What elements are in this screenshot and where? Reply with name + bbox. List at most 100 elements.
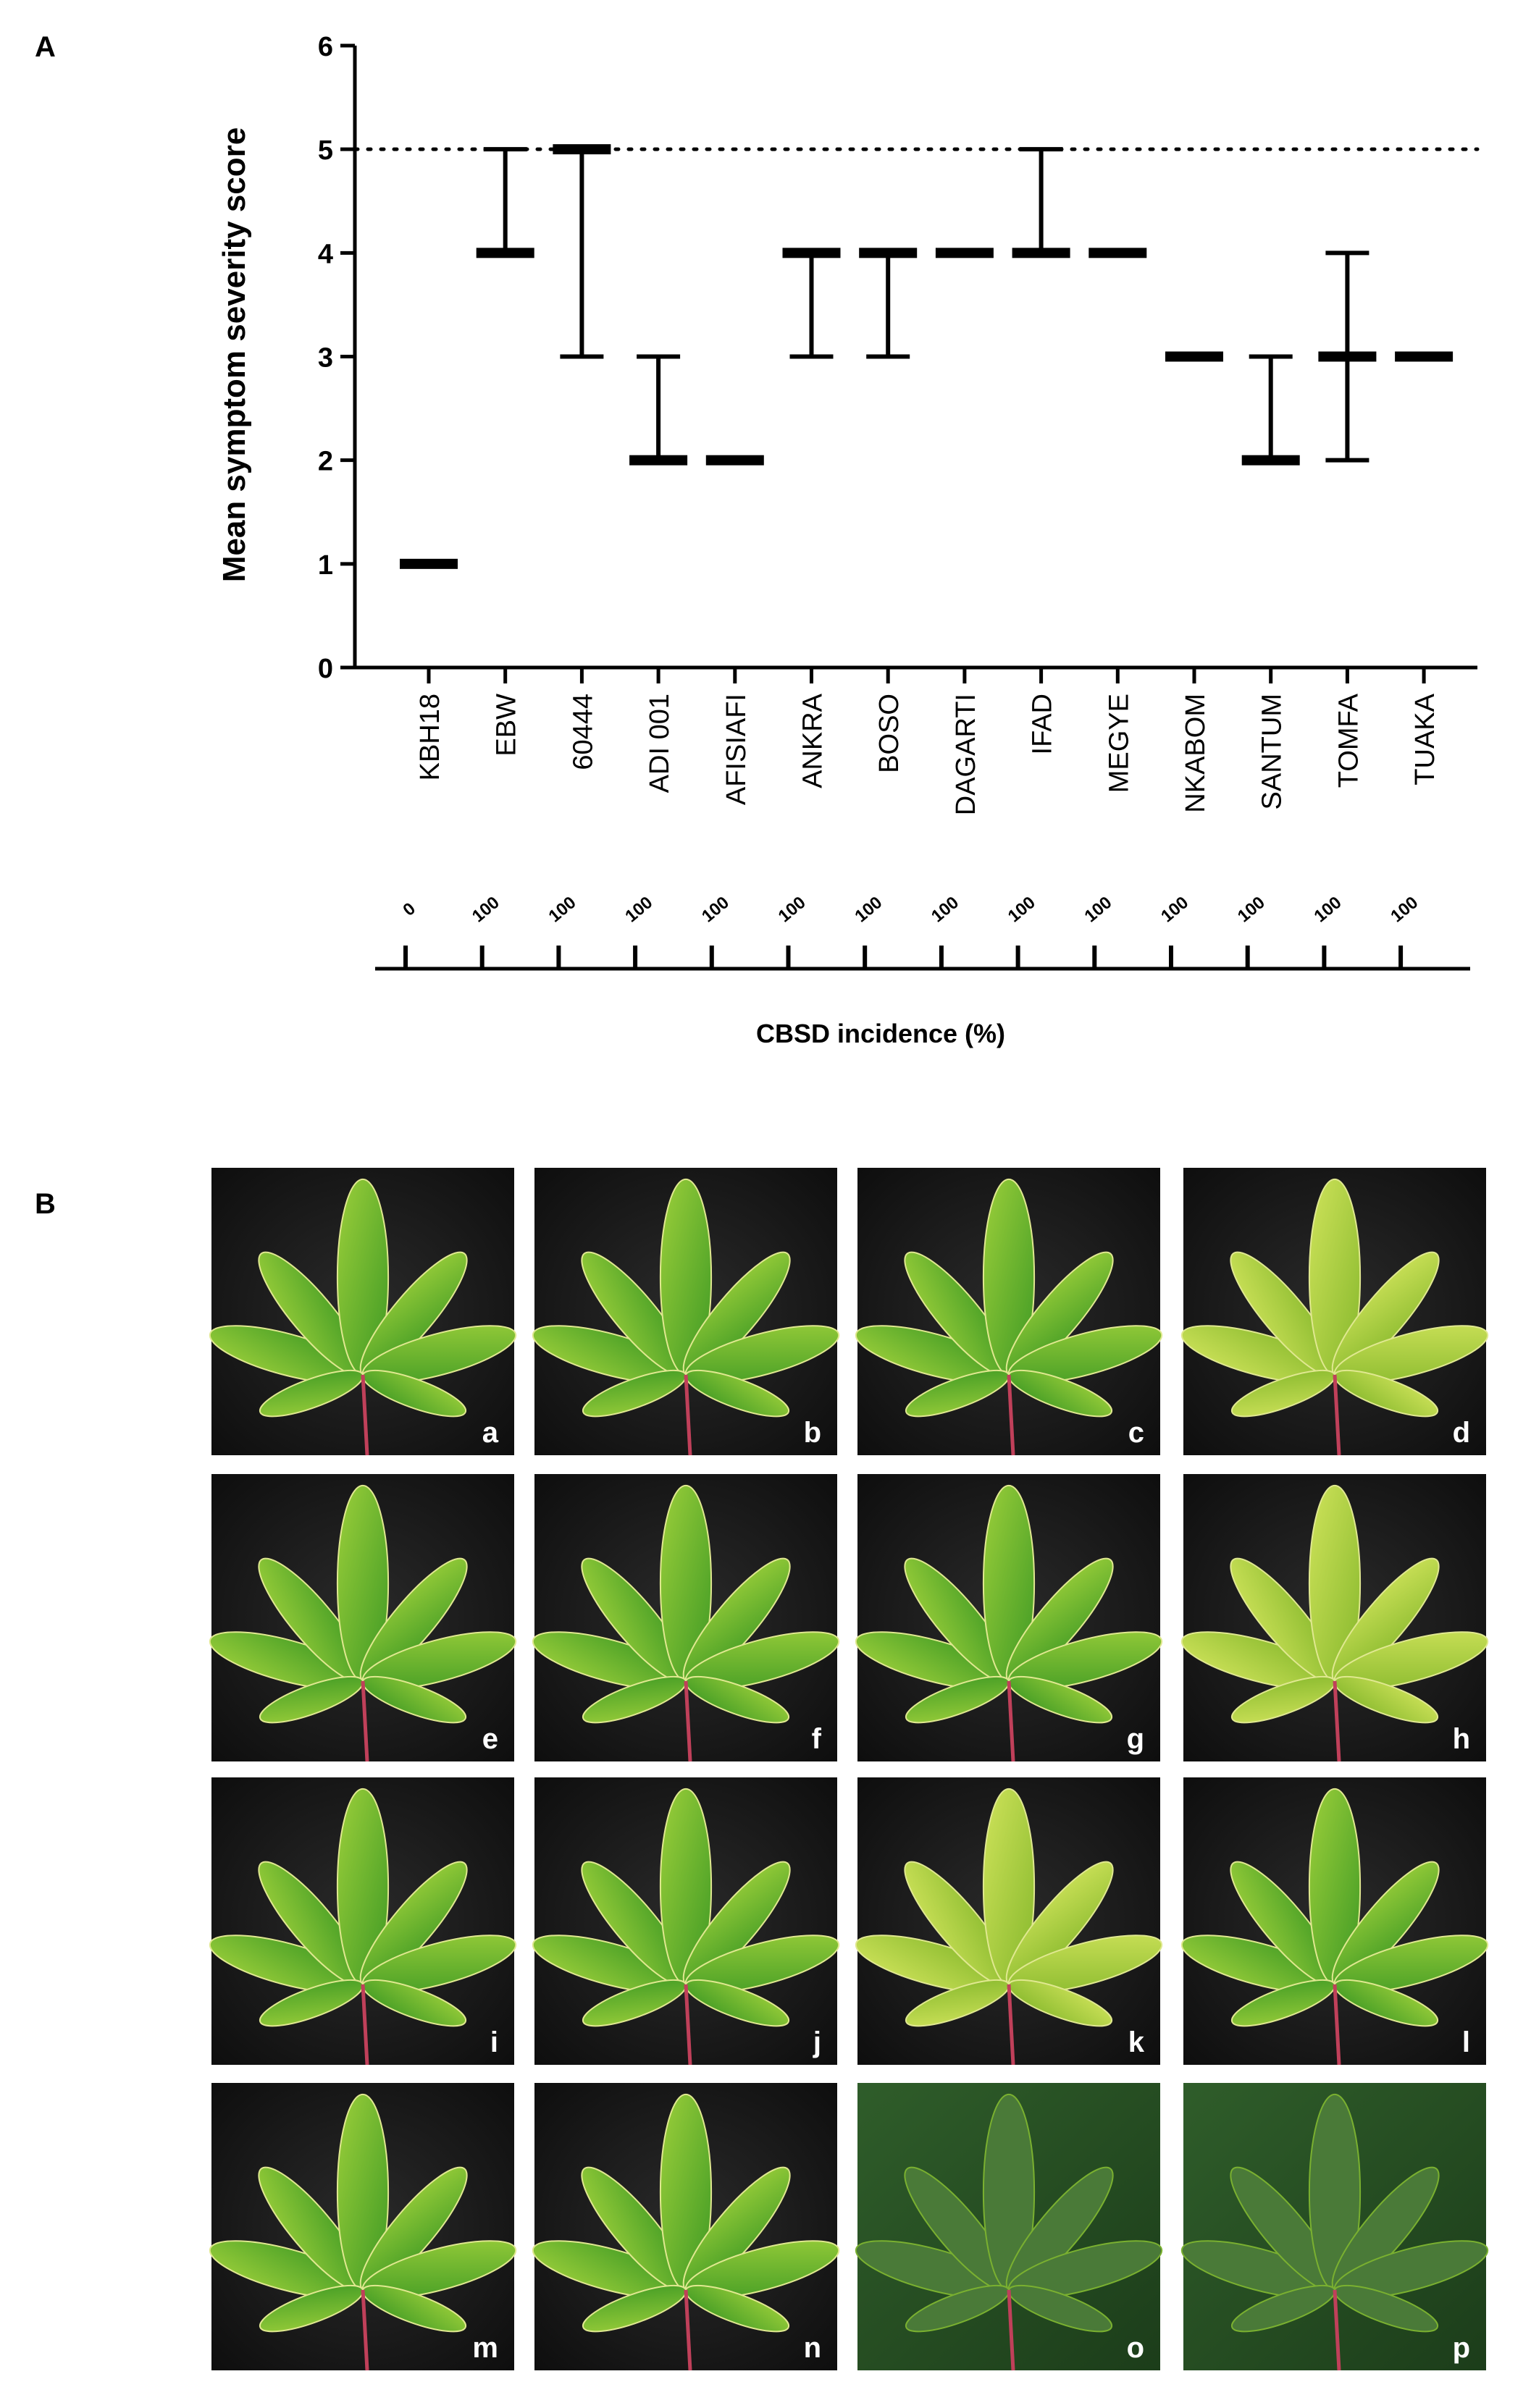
x-tick-label: AFISIAFI: [721, 694, 752, 805]
leaf-stem: [1333, 1984, 1341, 2066]
leaf-stem: [1007, 1374, 1015, 1456]
photo-label: e: [482, 1723, 498, 1755]
incidence-label: 100: [1387, 893, 1422, 926]
median-bar: [1165, 351, 1223, 362]
leaf-stem: [1007, 2289, 1015, 2371]
leaf-lobe: [259, 2284, 364, 2333]
x-tick-label: ANKRA: [798, 693, 829, 788]
leaf-stem: [684, 1374, 692, 1456]
median-bar: [629, 455, 688, 466]
photo-label: d: [1453, 1417, 1470, 1449]
median-bar: [553, 144, 611, 155]
photo-label: g: [1127, 1723, 1144, 1755]
leaf-lobe: [905, 2284, 1010, 2333]
x-tick-label: 60444: [568, 694, 598, 770]
leaf-stem: [684, 1680, 692, 1762]
leaf-lobe: [259, 1675, 364, 1724]
panel-label: A: [35, 31, 56, 63]
photo-label: o: [1127, 2332, 1144, 2364]
median-bar: [935, 248, 994, 258]
panel-label: B: [35, 1188, 56, 1220]
median-bar: [1395, 351, 1454, 362]
x-tick-label: SANTUM: [1257, 694, 1288, 809]
photo-label: b: [804, 1417, 821, 1449]
incidence-label: 100: [1081, 893, 1115, 926]
y-tick-label: 2: [318, 447, 333, 477]
leaf-stem: [361, 1984, 369, 2066]
incidence-label: 100: [698, 893, 733, 926]
x-tick-label: IFAD: [1028, 694, 1058, 754]
leaf-lobe: [259, 1979, 364, 2027]
photo-label: f: [812, 1723, 822, 1755]
x-tick-label: TUAKA: [1410, 693, 1440, 785]
photo-label: l: [1462, 2026, 1470, 2058]
incidence-label: 100: [621, 893, 656, 926]
median-bar: [1318, 351, 1377, 362]
incidence-title: CBSD incidence (%): [756, 1019, 1005, 1048]
incidence-label: 100: [1311, 893, 1346, 926]
x-tick-label: BOSO: [874, 694, 905, 773]
leaf-lobe: [905, 1675, 1010, 1724]
photo-label: n: [804, 2332, 821, 2364]
leaf-lobe: [582, 1979, 687, 2027]
y-tick-label: 4: [318, 239, 333, 269]
y-tick-label: 0: [318, 654, 333, 684]
median-bar: [1012, 248, 1070, 258]
incidence-label: 100: [928, 893, 962, 926]
leaf-stem: [1007, 1984, 1015, 2066]
leaf-stem: [1007, 1680, 1015, 1762]
median-bar: [859, 248, 918, 258]
photo-label: a: [482, 1417, 499, 1449]
incidence-label: 100: [469, 893, 503, 926]
incidence-label: 100: [1234, 893, 1269, 926]
incidence-label: 100: [775, 893, 810, 926]
incidence-label: 100: [851, 893, 886, 926]
x-tick-label: TOMFA: [1333, 693, 1364, 788]
leaf-stem: [1333, 1374, 1341, 1456]
x-tick-label: MEGYE: [1104, 694, 1134, 793]
median-bar: [1241, 455, 1300, 466]
median-bar: [1089, 248, 1147, 258]
photo-label: j: [813, 2026, 821, 2058]
y-axis-title: Mean symptom severity score: [217, 127, 252, 583]
leaf-lobe: [582, 1675, 687, 1724]
photo-label: k: [1128, 2026, 1145, 2058]
photo-label: p: [1453, 2332, 1470, 2364]
photo-grid: a b c d e f g h i j k l m n o p: [209, 1168, 1489, 2371]
leaf-lobe: [905, 1979, 1010, 2027]
leaf-stem: [684, 1984, 692, 2066]
y-tick-label: 5: [318, 135, 333, 166]
leaf-stem: [1333, 1680, 1341, 1762]
leaf-stem: [361, 1680, 369, 1762]
x-tick-label: ADI 001: [645, 694, 675, 793]
incidence-label: 100: [1004, 893, 1039, 926]
median-bar: [705, 455, 764, 466]
y-tick-label: 1: [318, 550, 333, 581]
leaf-stem: [361, 2289, 369, 2371]
x-tick-label: DAGARTI: [951, 694, 981, 815]
leaf-stem: [361, 1374, 369, 1456]
leaf-lobe: [1230, 1675, 1336, 1724]
leaf-stem: [684, 2289, 692, 2371]
leaf-stem: [1333, 2289, 1341, 2371]
photo-label: h: [1453, 1723, 1470, 1755]
median-bar: [782, 248, 841, 258]
x-tick-label: NKABOM: [1180, 694, 1211, 813]
leaf-lobe: [1230, 1979, 1336, 2027]
incidence-label: 100: [545, 893, 580, 926]
x-tick-label: EBW: [492, 694, 522, 757]
y-tick-label: 6: [318, 32, 333, 62]
median-bar: [476, 248, 534, 258]
photo-label: i: [490, 2026, 498, 2058]
median-bar: [400, 558, 458, 569]
x-tick-label: KBH18: [415, 694, 445, 780]
incidence-label: 100: [1157, 893, 1192, 926]
photo-label: m: [472, 2332, 498, 2364]
y-tick-label: 3: [318, 343, 333, 374]
photo-label: c: [1128, 1417, 1144, 1449]
incidence-label: 0: [399, 899, 419, 920]
leaf-lobe: [582, 2284, 687, 2333]
leaf-lobe: [1230, 2284, 1336, 2333]
